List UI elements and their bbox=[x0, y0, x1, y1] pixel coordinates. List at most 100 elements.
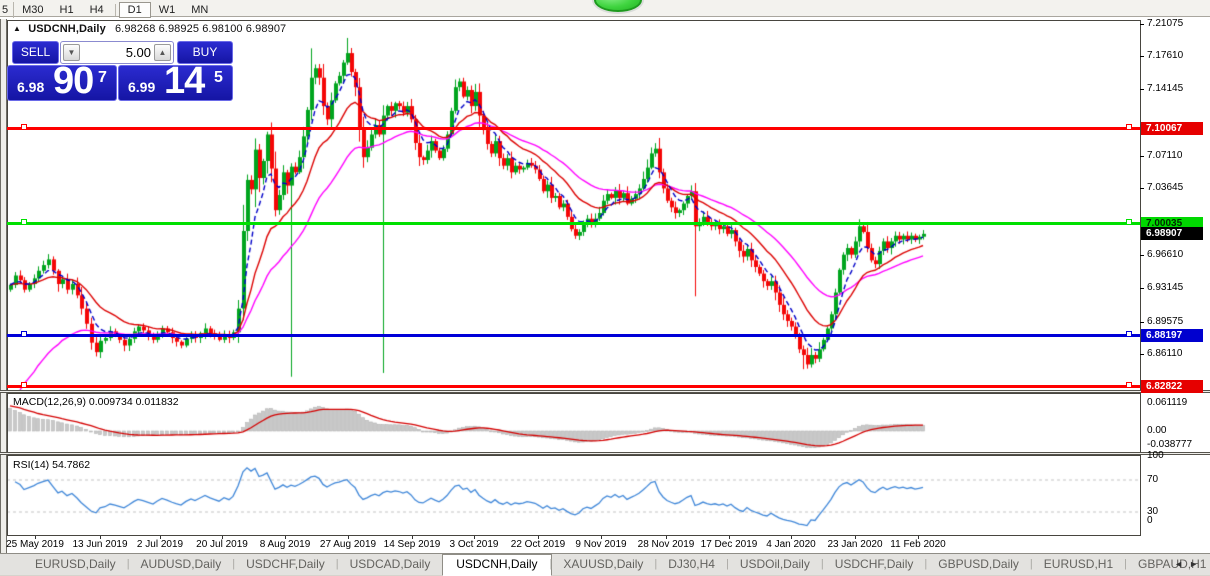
timeframe-button-d1[interactable]: D1 bbox=[118, 2, 151, 18]
sell-price-prefix: 6.98 bbox=[17, 79, 45, 95]
buy-price-sup: 5 bbox=[214, 69, 223, 86]
time-axis-label: 28 Nov 2019 bbox=[637, 539, 695, 550]
tab-separator: | bbox=[126, 558, 130, 570]
chart-header: ▲ USDCNH,Daily 6.98268 6.98925 6.98100 6… bbox=[13, 23, 286, 35]
price-axis-tick: 7.17610 bbox=[1139, 50, 1184, 62]
tab-separator: | bbox=[1029, 558, 1033, 570]
volume-decrease-button[interactable]: ▼ bbox=[63, 44, 80, 61]
rsi-axis-tick: 30 bbox=[1147, 506, 1159, 517]
tabs-scroll-right-icon[interactable]: ► bbox=[1189, 559, 1204, 569]
rsi-axis-tick: 0 bbox=[1147, 515, 1153, 526]
timeframe-button-w1[interactable]: W1 bbox=[158, 4, 176, 16]
price-badge-6.82822: 6.82822 bbox=[1141, 379, 1203, 393]
rsi-axis-tick: 70 bbox=[1147, 474, 1159, 485]
price-badge-6.88197: 6.88197 bbox=[1141, 328, 1203, 342]
price-badge-7.10067: 7.10067 bbox=[1141, 121, 1203, 135]
tab-separator: | bbox=[924, 558, 928, 570]
sell-button[interactable]: SELL bbox=[12, 41, 59, 64]
time-axis-label: 3 Oct 2019 bbox=[449, 539, 499, 550]
time-axis-label: 13 Jun 2019 bbox=[72, 539, 128, 550]
timeframe-button-h1[interactable]: H1 bbox=[59, 4, 74, 16]
price-axis-tick: 6.93145 bbox=[1139, 281, 1184, 293]
tabs-scroll-left-icon[interactable]: ◄ bbox=[1174, 559, 1190, 569]
collapse-triangle-icon[interactable]: ▲ bbox=[13, 24, 22, 33]
time-axis-tick bbox=[35, 536, 36, 539]
tab-eurusd-h1[interactable]: EURUSD,H1 bbox=[1043, 557, 1114, 571]
volume-spinner: ▼ 5.00 ▲ bbox=[60, 41, 174, 64]
tab-gbpusd-daily[interactable]: GBPUSD,Daily bbox=[938, 557, 1019, 571]
time-axis-tick bbox=[285, 536, 286, 539]
tab-gbpaud-h1[interactable]: GBPAUD,H1 bbox=[1138, 557, 1207, 571]
tab-eurusd-daily[interactable]: EURUSD,Daily bbox=[35, 557, 116, 571]
level-handle[interactable] bbox=[21, 331, 27, 338]
tab-separator: | bbox=[820, 558, 824, 570]
price-axis-tick: 7.14145 bbox=[1139, 83, 1184, 95]
timeframe-button-m30[interactable]: M30 bbox=[22, 4, 44, 16]
tab-usdchf-daily[interactable]: USDCHF,Daily bbox=[246, 557, 325, 571]
pane-splitter[interactable] bbox=[0, 390, 1210, 393]
tab-xauusd-daily[interactable]: XAUUSD,Daily bbox=[563, 557, 644, 571]
level-handle[interactable] bbox=[1126, 331, 1132, 338]
volume-input[interactable]: 5.00 bbox=[125, 45, 151, 60]
pane-splitter[interactable] bbox=[0, 452, 1210, 455]
macd-canvas[interactable] bbox=[7, 393, 1140, 452]
buy-button[interactable]: BUY bbox=[177, 41, 233, 64]
time-axis[interactable]: 25 May 2019 13 Jun 2019 2 Jul 2019 20 Jul 2… bbox=[6, 536, 1140, 552]
timeframe-button-partial[interactable]: 5 bbox=[0, 2, 15, 18]
price-axis-tick: 7.07110 bbox=[1139, 149, 1183, 161]
level-handle[interactable] bbox=[1126, 124, 1132, 131]
tab-separator: | bbox=[725, 558, 729, 570]
tab-separator: | bbox=[232, 558, 236, 570]
tab-dj30-h4[interactable]: DJ30,H4 bbox=[668, 557, 715, 571]
price-axis-tick: 7.21075 bbox=[1139, 17, 1184, 29]
time-axis-tick bbox=[160, 536, 161, 539]
time-axis-tick bbox=[100, 536, 101, 539]
buy-price-prefix: 6.99 bbox=[128, 79, 156, 95]
time-axis-tick bbox=[601, 536, 602, 539]
timeframe-button-mn[interactable]: MN bbox=[191, 4, 209, 16]
tab-audusd-daily[interactable]: AUDUSD,Daily bbox=[140, 557, 222, 571]
time-axis-label: 27 Aug 2019 bbox=[319, 539, 377, 550]
time-axis-label: 22 Oct 2019 bbox=[510, 539, 566, 550]
rsi-label: RSI(14) 54.7862 bbox=[13, 459, 91, 471]
level-handle[interactable] bbox=[21, 219, 27, 226]
time-axis-tick bbox=[855, 536, 856, 539]
tab-separator: | bbox=[1124, 558, 1127, 570]
level-handle[interactable] bbox=[21, 124, 27, 131]
level-handle[interactable] bbox=[1126, 382, 1132, 388]
time-axis-tick bbox=[918, 536, 919, 539]
volume-increase-button[interactable]: ▲ bbox=[154, 44, 171, 61]
tab-usdcnh-daily[interactable]: USDCNH,Daily bbox=[442, 554, 552, 576]
buy-price-box[interactable]: 6.99 14 5 bbox=[118, 60, 233, 102]
timeframe-button-h4[interactable]: H4 bbox=[89, 4, 104, 16]
time-axis-tick bbox=[474, 536, 475, 539]
time-axis-label: 20 Jul 2019 bbox=[196, 539, 248, 550]
time-axis-tick bbox=[538, 536, 539, 539]
rsi-canvas[interactable] bbox=[7, 455, 1140, 535]
time-axis-label: 4 Jan 2020 bbox=[766, 539, 816, 550]
sell-price-box[interactable]: 6.98 90 7 bbox=[7, 60, 117, 102]
time-axis-tick bbox=[729, 536, 730, 539]
price-axis-tick: 7.03645 bbox=[1139, 182, 1184, 194]
level-handle[interactable] bbox=[21, 382, 27, 388]
time-axis-tick bbox=[666, 536, 667, 539]
macd-axis-tick: 0.00 bbox=[1147, 425, 1167, 436]
price-axis-tick: 6.89575 bbox=[1139, 315, 1184, 327]
macd-label: MACD(12,26,9) 0.009734 0.011832 bbox=[13, 396, 179, 408]
price-badge-7.00035: 7.00035 bbox=[1141, 216, 1203, 230]
sell-price-sup: 7 bbox=[98, 69, 107, 86]
symbol-period-label: USDCNH,Daily bbox=[28, 23, 106, 35]
time-axis-label: 23 Jan 2020 bbox=[827, 539, 883, 550]
toolbar-separator bbox=[114, 3, 116, 16]
tab-usdcad-daily[interactable]: USDCAD,Daily bbox=[349, 557, 431, 571]
sell-price-big: 90 bbox=[53, 60, 94, 102]
time-axis-tick bbox=[348, 536, 349, 539]
tab-usdoil-daily[interactable]: USDOil,Daily bbox=[739, 557, 810, 571]
time-axis-label: 17 Dec 2019 bbox=[700, 539, 758, 550]
buy-price-big: 14 bbox=[164, 60, 205, 102]
window-left-frame bbox=[0, 19, 7, 575]
level-handle[interactable] bbox=[1126, 219, 1132, 226]
price-axis-tick: 6.86110 bbox=[1139, 348, 1183, 360]
tab-usdchf-daily[interactable]: USDCHF,Daily bbox=[834, 557, 914, 571]
